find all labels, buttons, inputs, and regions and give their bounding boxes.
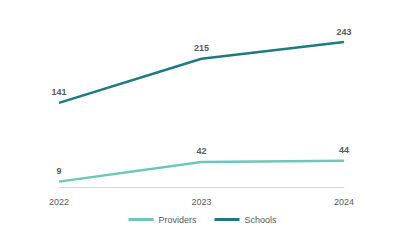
svg-text:42: 42	[196, 146, 206, 156]
svg-text:2022: 2022	[49, 197, 69, 207]
svg-text:9: 9	[56, 166, 61, 176]
svg-text:44: 44	[339, 145, 349, 155]
svg-text:2023: 2023	[191, 197, 211, 207]
svg-text:141: 141	[51, 87, 66, 97]
svg-text:Schools: Schools	[244, 215, 277, 225]
svg-text:2024: 2024	[334, 197, 354, 207]
svg-text:Providers: Providers	[158, 215, 197, 225]
svg-text:215: 215	[194, 43, 209, 53]
svg-text:243: 243	[336, 27, 351, 37]
